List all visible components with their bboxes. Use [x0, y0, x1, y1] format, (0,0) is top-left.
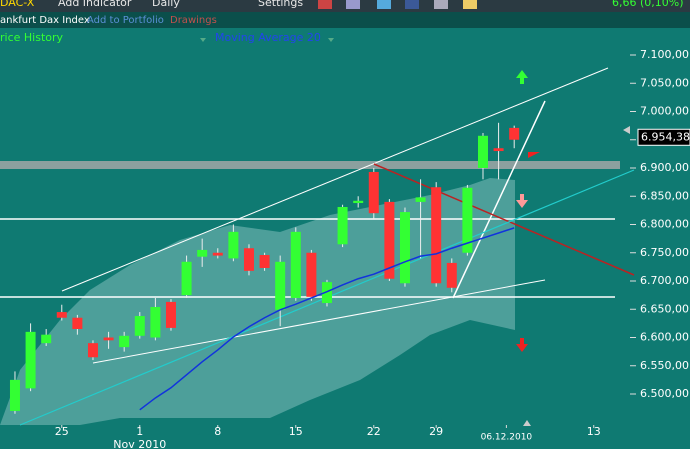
legend-entry[interactable]: Moving Average 20 — [215, 31, 321, 44]
last-price-label: 6.954,38 — [641, 130, 690, 143]
candle-body — [25, 331, 36, 389]
y-tick-label: 7.050,00 — [640, 76, 689, 89]
trend-line — [92, 279, 546, 364]
candle-body — [306, 252, 317, 297]
signal-arrow — [516, 194, 528, 208]
instrument-name: ankfurt Dax Index — [0, 15, 90, 26]
signal-arrow — [516, 70, 528, 84]
candle-body — [41, 334, 52, 344]
y-tick-label: 6.550,00 — [640, 359, 689, 372]
y-tick-label: 6.500,00 — [640, 387, 689, 400]
x-tick-label: 22 — [367, 425, 381, 438]
candle-body — [87, 343, 98, 358]
candle-body — [477, 135, 488, 168]
x-tick-label: 8 — [214, 425, 221, 438]
trend-line — [373, 163, 635, 276]
candle-body — [462, 187, 473, 253]
candle-body — [321, 282, 332, 304]
drawings[interactable]: Drawings — [170, 15, 217, 26]
candle-body — [119, 335, 130, 348]
candle-body — [509, 127, 520, 140]
y-tick-label: 6.850,00 — [640, 189, 689, 202]
y-tick-label: 6.600,00 — [640, 331, 689, 344]
candle-body — [150, 306, 161, 338]
x-tick-label: 15 — [289, 425, 303, 438]
candle-body — [431, 187, 442, 284]
horizontal-line — [0, 161, 620, 169]
icon[interactable] — [463, 0, 477, 9]
candle-body — [337, 206, 348, 245]
candle-body — [353, 200, 364, 204]
settings[interactable]: Settings — [258, 0, 303, 9]
x-tick-label: 06.12.2010 — [481, 433, 533, 443]
candle-body — [228, 231, 239, 259]
interval[interactable]: Daily — [152, 0, 180, 9]
candle-body — [384, 201, 395, 279]
y-tick-label: 6.650,00 — [640, 302, 689, 315]
dropdown[interactable] — [328, 38, 334, 42]
month-label: Nov 2010 — [113, 438, 166, 449]
candle-body — [56, 312, 67, 318]
symbol[interactable]: DAC-X — [0, 0, 35, 9]
last-price-box — [637, 128, 690, 146]
y-tick-label: 7.100,00 — [640, 48, 689, 61]
y-tick-label: 6.750,00 — [640, 246, 689, 259]
candle-body — [399, 212, 410, 284]
axis-pointer — [523, 420, 531, 426]
signal-arrow — [516, 338, 528, 352]
trend-line — [452, 100, 546, 299]
icon[interactable] — [318, 0, 332, 9]
y-tick-label: 6.800,00 — [640, 218, 689, 231]
candle-body — [9, 379, 20, 411]
legend-entry[interactable]: rice History — [0, 31, 64, 44]
candle-body — [415, 197, 426, 202]
x-tick-label: 1 — [136, 425, 143, 438]
candle-body — [493, 148, 504, 152]
candle-body — [259, 255, 270, 269]
icon[interactable] — [377, 0, 391, 9]
candle-body — [212, 252, 223, 256]
change: 6,66 (0,10%) — [612, 0, 684, 9]
moving-average — [139, 227, 515, 411]
x-tick-label: 13 — [587, 425, 601, 438]
trend-line — [61, 67, 609, 292]
y-tick-label: 6.700,00 — [640, 274, 689, 287]
candle-body — [103, 337, 114, 341]
candle-body — [197, 249, 208, 257]
candle-body — [165, 301, 176, 328]
candle-body — [275, 261, 286, 310]
candle-body — [72, 317, 83, 330]
icon[interactable] — [346, 0, 360, 9]
candle-body — [368, 171, 379, 214]
y-tick-label: 7.000,00 — [640, 105, 689, 118]
x-tick-label: 25 — [55, 425, 69, 438]
add-portfolio[interactable]: Add to Portfolio — [87, 15, 164, 26]
toolbar — [0, 0, 690, 12]
candle-body — [243, 248, 254, 271]
y-tick-label: 6.900,00 — [640, 161, 689, 174]
candle-body — [290, 231, 301, 298]
icon[interactable] — [405, 0, 419, 9]
dropdown[interactable] — [200, 38, 206, 42]
candle-body — [181, 261, 192, 296]
axis-pointer — [623, 126, 630, 134]
signal-arrow — [528, 152, 540, 158]
subbar — [0, 12, 690, 28]
x-tick-label: 29 — [429, 425, 443, 438]
add-indicator[interactable]: Add Indicator — [58, 0, 132, 9]
icon[interactable] — [434, 0, 448, 9]
candle-body — [134, 316, 145, 336]
candle-body — [446, 262, 457, 288]
